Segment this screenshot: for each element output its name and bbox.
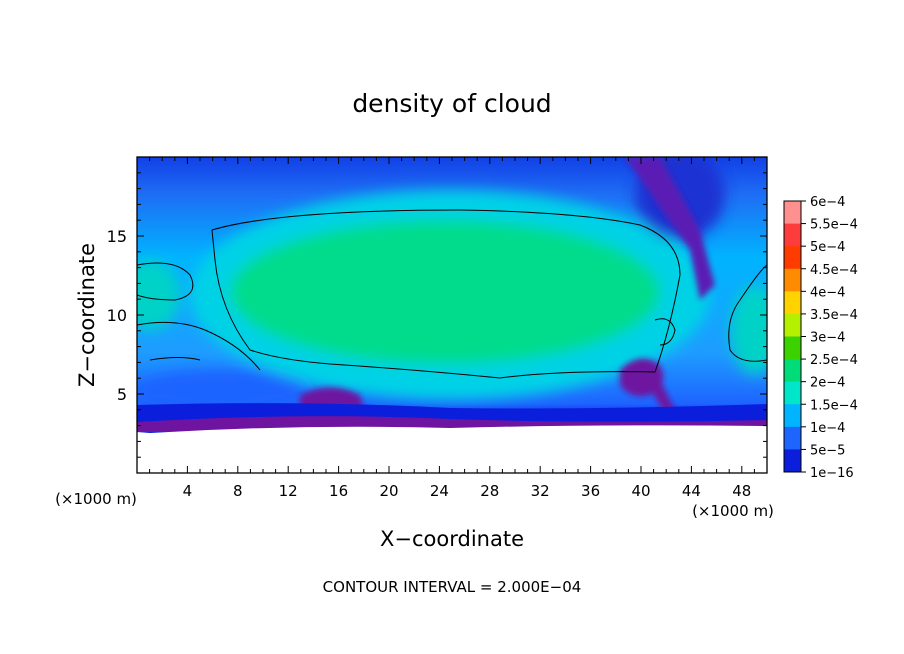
x-tick-label: 36 [581,482,600,500]
plot-frame [136,156,768,474]
colorbar-label: 5e−5 [810,443,845,458]
colorbar-label: 5e−4 [810,240,845,255]
heatmap-field [137,157,767,473]
colorbar-label: 2e−4 [810,376,845,391]
colorbar-swatch [784,201,801,225]
x-tick-label: 4 [183,482,193,500]
field-green-core [230,220,660,364]
x-tick-label: 48 [732,482,751,500]
x-tick-label: 32 [531,482,550,500]
x-unit-right: (×1000 m) [692,502,774,520]
x-tick-label: 12 [279,482,298,500]
colorbar-label: 1e−16 [810,466,854,481]
colorbar-label: 1e−4 [810,421,845,436]
colorbar-label: 5.5e−4 [810,218,858,233]
x-tick-label: 24 [430,482,449,500]
x-tick-label: 28 [480,482,499,500]
colorbar-label: 2.5e−4 [810,353,858,368]
colorbar-swatch [784,268,801,292]
colorbar-label: 3.5e−4 [810,308,858,323]
colorbar-label: 3e−4 [810,331,845,346]
y-axis-title: Z−coordinate [75,243,99,387]
colorbar-swatch [784,291,801,315]
x-tick-label: 16 [329,482,348,500]
colorbar-swatch [784,313,801,337]
x-axis-title: X−coordinate [380,527,524,551]
y-tick-label: 15 [107,227,127,246]
colorbar-swatch [784,426,801,450]
colorbar-swatch [784,381,801,405]
chart-title: density of cloud [352,89,551,118]
colorbar-swatch [784,246,801,270]
colorbar: 6e−4 5.5e−4 5e−4 4.5e−4 4e−4 3.5e−4 3e−4 2.5e−4… [783,195,858,481]
colorbar-swatch [784,449,801,473]
colorbar-swatch [784,336,801,360]
colorbar-label: 4.5e−4 [810,263,858,278]
x-unit-left: (×1000 m) [55,490,137,508]
colorbar-label: 1.5e−4 [810,398,858,413]
field-empty-region [137,425,767,473]
x-tick-label: 40 [631,482,650,500]
y-tick-label: 10 [107,306,127,325]
colorbar-swatch [784,404,801,428]
x-tick-label: 20 [379,482,398,500]
contour-interval-note: CONTOUR INTERVAL = 2.000E−04 [323,578,582,596]
colorbar-label: 4e−4 [810,285,845,300]
x-tick-label: 44 [682,482,701,500]
x-tick-label: 8 [233,482,243,500]
field-purple-plume [625,157,715,300]
y-tick-label: 5 [117,385,127,404]
colorbar-swatch [784,359,801,383]
colorbar-label: 6e−4 [810,195,845,210]
contour-lines [137,209,767,379]
colorbar-swatch [784,223,801,247]
